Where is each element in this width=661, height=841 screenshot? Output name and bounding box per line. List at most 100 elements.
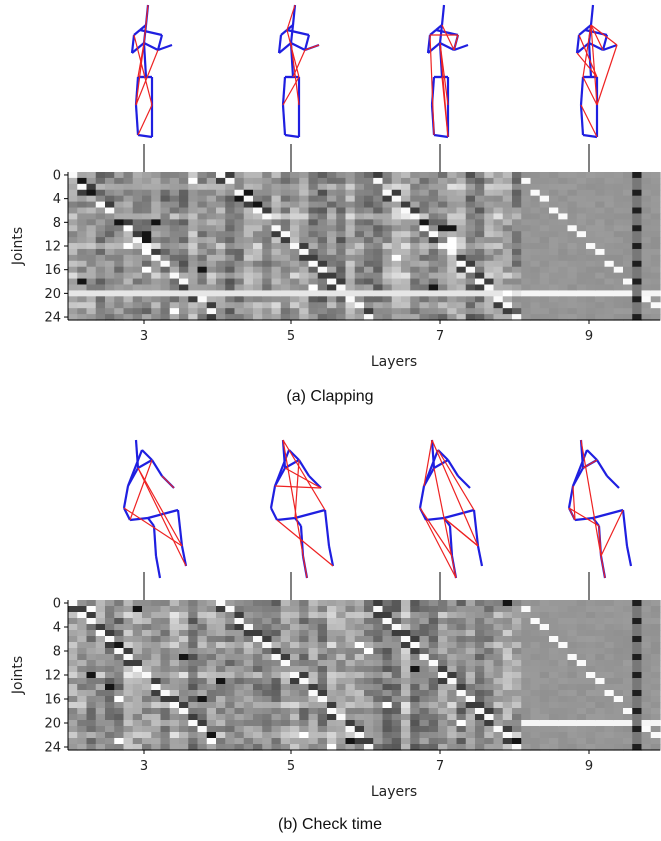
heatmap-cell (401, 702, 411, 709)
heatmap-cell (197, 684, 208, 691)
heatmap-cell (373, 231, 384, 238)
heatmap-cell (188, 243, 199, 250)
heatmap-cell (595, 732, 606, 739)
heatmap-cell (493, 243, 504, 250)
heatmap-cell (160, 177, 171, 185)
heatmap-cell (521, 732, 532, 739)
heatmap-cell (327, 207, 337, 215)
heatmap-cell (160, 738, 171, 745)
heatmap-cell (391, 708, 402, 715)
heatmap-cell (549, 606, 559, 613)
heatmap-cell (280, 296, 291, 303)
heatmap-cell (299, 738, 310, 745)
heatmap-cell (512, 308, 522, 315)
skeleton-bone (269, 485, 277, 509)
heatmap-cell (410, 726, 421, 733)
heatmap-cell (447, 237, 458, 244)
skeleton-bone (427, 42, 441, 54)
heatmap-cell (206, 648, 217, 655)
heatmap-cell (521, 172, 532, 179)
heatmap-cell (234, 266, 245, 274)
heatmap-cell (86, 720, 97, 727)
heatmap-cell (188, 636, 199, 643)
heatmap-cell (197, 201, 208, 209)
heatmap-cell (262, 207, 273, 215)
skeleton-bone (147, 517, 155, 527)
heatmap-cell (456, 672, 467, 679)
heatmap-cell (419, 738, 430, 745)
heatmap-cell (86, 606, 97, 613)
heatmap-cell (317, 600, 328, 607)
heatmap-cell (539, 648, 550, 655)
heatmap-cell (105, 195, 115, 203)
heatmap-cell (225, 642, 236, 649)
heatmap-cell (317, 314, 328, 321)
heatmap-cell (576, 630, 587, 637)
heatmap-cell (95, 296, 106, 303)
heatmap-cell (493, 672, 504, 679)
heatmap-cell (539, 684, 550, 691)
heatmap-cell (206, 278, 217, 286)
heatmap-cell (539, 612, 550, 619)
heatmap-cell (354, 213, 365, 220)
heatmap-cell (447, 612, 458, 619)
heatmap-cell (271, 308, 282, 315)
heatmap-cell (623, 606, 633, 613)
heatmap-cell (401, 195, 411, 203)
heatmap-cell (401, 672, 411, 679)
heatmap-cell (308, 714, 319, 721)
heatmap-cell (632, 278, 643, 286)
skeleton-bone (137, 133, 153, 139)
heatmap-cell (576, 690, 587, 697)
heatmap-cell (539, 636, 550, 643)
heatmap-cell (132, 618, 143, 625)
heatmap-cell (410, 308, 421, 315)
heatmap-cell (613, 254, 624, 262)
heatmap-cell (262, 225, 273, 232)
heatmap-cell (650, 183, 661, 191)
heatmap-cell (438, 231, 448, 238)
heatmap-cell (567, 738, 578, 745)
heatmap-cell (160, 183, 171, 191)
heatmap-cell (105, 648, 115, 655)
heatmap-cell (142, 219, 152, 226)
heatmap-cell (484, 678, 495, 685)
heatmap-cell (595, 624, 606, 631)
heatmap-cell (327, 213, 337, 220)
heatmap-cell (317, 278, 328, 286)
heatmap-cell (530, 260, 541, 268)
heatmap-cell (373, 243, 384, 250)
heatmap-cell (576, 308, 587, 315)
heatmap-cell (345, 642, 356, 649)
heatmap-cell (188, 732, 199, 739)
heatmap-cell (253, 189, 263, 197)
heatmap-cell (410, 612, 421, 619)
skeleton-bone (270, 507, 278, 521)
heatmap-cell (197, 260, 208, 268)
x-tick-label: 3 (140, 329, 148, 344)
heatmap-cell (77, 266, 88, 274)
heatmap-cell (586, 606, 596, 613)
heatmap-cell (169, 296, 180, 303)
heatmap-cell (253, 183, 263, 191)
heatmap-cell (465, 189, 476, 197)
heatmap-cell (558, 260, 569, 268)
heatmap-cell (549, 272, 559, 280)
heatmap-cell (206, 708, 217, 715)
heatmap-cell (401, 642, 411, 649)
attention-link (276, 519, 334, 567)
heatmap-cell (410, 708, 421, 715)
heatmap-cell (280, 314, 291, 321)
heatmap-cell (308, 612, 319, 619)
heatmap-cell (188, 660, 199, 667)
heatmap-cell (401, 660, 411, 667)
heatmap-cell (604, 642, 615, 649)
heatmap-cell (225, 672, 236, 679)
heatmap-cell (521, 284, 532, 291)
heatmap-cell (364, 266, 374, 274)
heatmap-cell (382, 666, 393, 673)
heatmap-cell (327, 266, 337, 274)
heatmap-cell (632, 642, 643, 649)
heatmap-cell (308, 672, 319, 679)
heatmap-cell (382, 678, 393, 685)
